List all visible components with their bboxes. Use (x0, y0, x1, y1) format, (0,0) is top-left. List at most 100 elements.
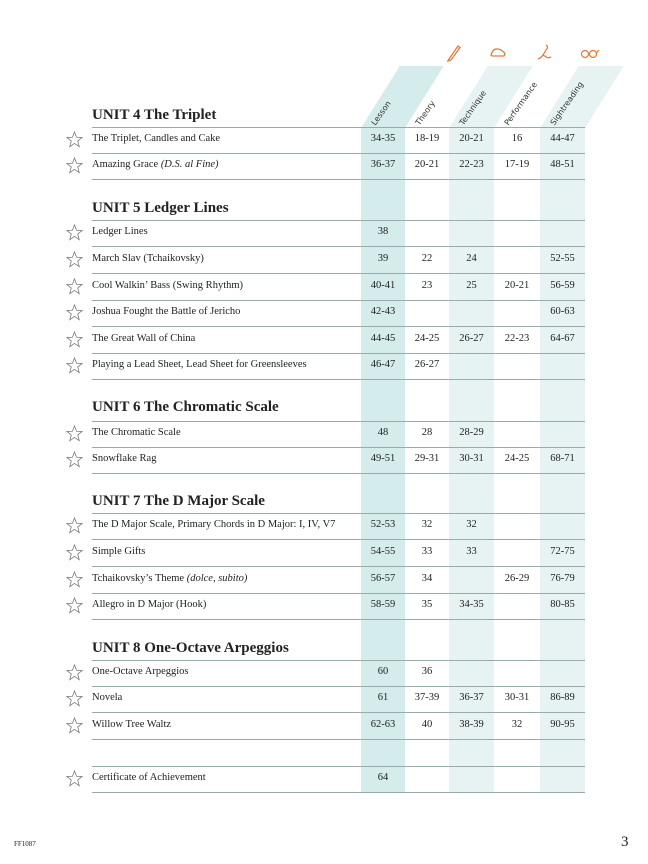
star-checkbox[interactable] (65, 356, 84, 374)
page-ref-sightreading: 68-71 (550, 453, 575, 464)
piece-title: Willow Tree Waltz (92, 719, 171, 730)
page-ref-performance: 32 (511, 719, 523, 730)
page-ref-sightreading: 76-79 (550, 573, 575, 584)
hand-icon (488, 42, 508, 62)
page-ref-lesson: 49-51 (370, 453, 396, 464)
page-ref-lesson: 64 (377, 772, 389, 783)
row-divider (92, 473, 585, 474)
page-ref-theory: 22 (421, 253, 433, 264)
row-divider (92, 353, 585, 354)
page-ref-sightreading: 48-51 (550, 159, 575, 170)
page-ref-lesson: 40-41 (370, 280, 396, 291)
page-ref-technique: 26-27 (459, 333, 484, 344)
star-checkbox[interactable] (65, 570, 84, 588)
row-divider (92, 127, 585, 128)
piece-name: The Great Wall of China (92, 333, 196, 344)
piece-subtitle: (D.S. al Fine) (160, 159, 219, 170)
page-ref-performance: 24-25 (504, 453, 530, 464)
page-ref-lesson: 58-59 (370, 599, 396, 610)
page-ref-performance: 16 (511, 133, 523, 144)
page-ref-sightreading: 52-55 (550, 253, 575, 264)
star-checkbox[interactable] (65, 769, 84, 787)
row-divider (92, 539, 585, 540)
row-divider (92, 326, 585, 327)
page-ref-technique: 33 (466, 546, 477, 557)
page-ref-sightreading: 72-75 (550, 546, 575, 557)
star-checkbox[interactable] (65, 450, 84, 468)
row-divider (92, 686, 585, 687)
piece-name: Playing a Lead Sheet, Lead Sheet for Gre… (92, 359, 307, 370)
page-ref-lesson: 38 (377, 226, 389, 237)
piece-title: Playing a Lead Sheet, Lead Sheet for Gre… (92, 359, 307, 370)
page-ref-lesson: 46-47 (370, 359, 396, 370)
star-checkbox[interactable] (65, 223, 84, 241)
piece-title: Amazing Grace (D.S. al Fine) (92, 159, 219, 170)
star-checkbox[interactable] (65, 543, 84, 561)
star-checkbox[interactable] (65, 303, 84, 321)
piece-name: Cool Walkin’ Bass (Swing Rhythm) (92, 280, 244, 291)
page-ref-sightreading: 64-67 (550, 333, 575, 344)
page-ref-lesson: 54-55 (370, 546, 396, 557)
piece-name: March Slav (Tchaikovsky) (92, 253, 204, 264)
star-checkbox[interactable] (65, 689, 84, 707)
star-checkbox[interactable] (65, 424, 84, 442)
page-ref-technique: 28-29 (459, 427, 484, 438)
piece-name: The Triplet, Candles and Cake (92, 133, 221, 144)
row-divider (92, 660, 585, 661)
piece-title: Joshua Fought the Battle of Jericho (92, 306, 240, 317)
page-ref-sightreading: 86-89 (550, 692, 575, 703)
star-checkbox[interactable] (65, 250, 84, 268)
piece-title: Tchaikovsky’s Theme (dolce, subito) (92, 573, 247, 584)
page-ref-theory: 24-25 (414, 333, 440, 344)
star-checkbox[interactable] (65, 330, 84, 348)
piece-name: Novela (92, 692, 123, 703)
row-divider (92, 792, 585, 793)
column-shade-technique (449, 128, 494, 793)
star-checkbox[interactable] (65, 716, 84, 734)
unit-heading: UNIT 8 One-Octave Arpeggios (92, 640, 289, 656)
piece-name: Ledger Lines (92, 226, 148, 237)
page-ref-theory: 32 (421, 519, 433, 530)
page-ref-lesson: 36-37 (370, 159, 396, 170)
row-divider (92, 300, 585, 301)
piece-name: Willow Tree Waltz (92, 719, 172, 730)
page-ref-lesson: 42-43 (370, 306, 396, 317)
piece-name: Amazing Grace (92, 159, 159, 170)
unit-heading: UNIT 5 Ledger Lines (92, 200, 229, 216)
page-ref-technique: 22-23 (459, 159, 484, 170)
row-divider (92, 712, 585, 713)
page-ref-technique: 32 (466, 519, 477, 530)
piece-title: The D Major Scale, Primary Chords in D M… (92, 519, 335, 530)
page-ref-performance: 17-19 (504, 159, 530, 170)
piece-name: Certificate of Achievement (92, 772, 206, 783)
page-ref-technique: 30-31 (459, 453, 484, 464)
star-checkbox[interactable] (65, 277, 84, 295)
page-ref-theory: 23 (421, 280, 433, 291)
piece-name: Joshua Fought the Battle of Jericho (92, 306, 241, 317)
page-ref-theory: 28 (421, 427, 433, 438)
column-shade-lesson (361, 128, 405, 793)
row-divider (92, 739, 585, 740)
page-ref-technique: 25 (466, 280, 477, 291)
row-divider (92, 246, 585, 247)
star-checkbox[interactable] (65, 156, 84, 174)
page-ref-performance: 20-21 (504, 280, 530, 291)
row-divider (92, 220, 585, 221)
page-ref-theory: 34 (421, 573, 433, 584)
page-ref-sightreading: 44-47 (550, 133, 575, 144)
piece-title: Certificate of Achievement (92, 772, 206, 783)
column-shade-sightreading (540, 128, 585, 793)
page-ref-theory: 40 (421, 719, 433, 730)
row-divider (92, 379, 585, 380)
page-ref-theory: 37-39 (414, 692, 440, 703)
page-ref-lesson: 61 (377, 692, 389, 703)
star-checkbox[interactable] (65, 130, 84, 148)
row-divider (92, 273, 585, 274)
page-ref-lesson: 34-35 (370, 133, 396, 144)
star-checkbox[interactable] (65, 516, 84, 534)
page-ref-theory: 36 (421, 666, 433, 677)
page-ref-performance: 22-23 (504, 333, 530, 344)
star-checkbox[interactable] (65, 663, 84, 681)
star-checkbox[interactable] (65, 596, 84, 614)
performer-icon (534, 42, 554, 62)
